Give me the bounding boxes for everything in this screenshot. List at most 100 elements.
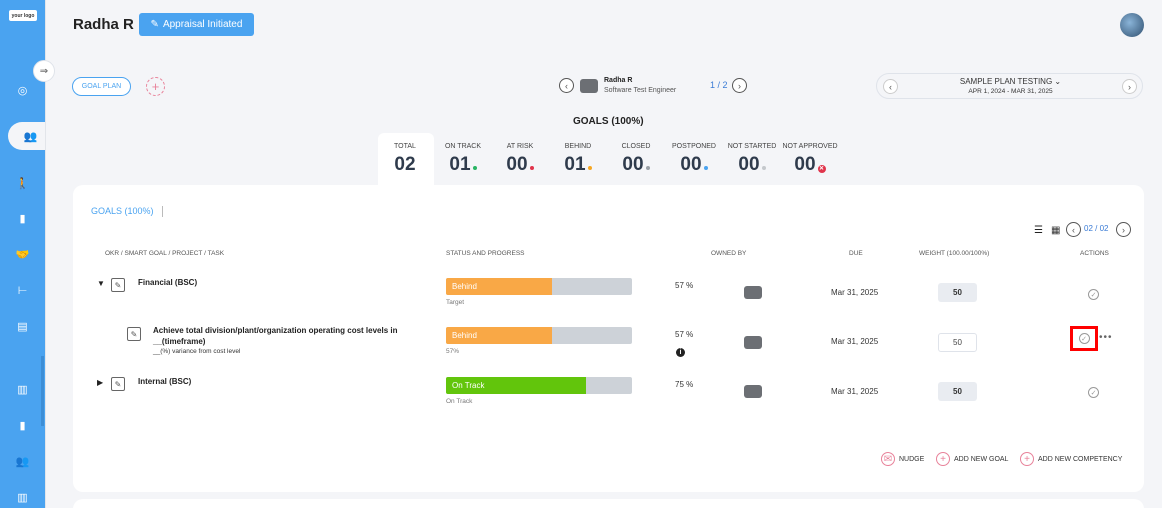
summary-not-approved[interactable]: NOT APPROVED 00 ✕ bbox=[780, 143, 840, 176]
person-walk-icon[interactable]: 🚶 bbox=[15, 177, 30, 190]
main-content: Radha R ✎ Appraisal Initiated GOAL PLAN … bbox=[45, 0, 1162, 508]
progress-percent: 57 % bbox=[675, 281, 694, 290]
summary-value: 00 bbox=[664, 154, 724, 176]
goal-title[interactable]: Internal (BSC) bbox=[138, 377, 192, 386]
due-date: Mar 31, 2025 bbox=[831, 387, 879, 396]
status-dot bbox=[645, 166, 650, 170]
progress-caption: 57% bbox=[446, 348, 460, 355]
sidebar: your logo ◎ 👥 🚶 ▮ 🤝 ⊢ ▤ ▥ ▮ 👥 ▥ bbox=[0, 0, 53, 508]
team-icon[interactable]: 👥 bbox=[15, 455, 30, 468]
summary-not-started[interactable]: NOT STARTED 00 bbox=[722, 143, 782, 176]
plan-selector[interactable]: ‹ SAMPLE PLAN TESTING ⌄ APR 1, 2024 - MA… bbox=[876, 73, 1143, 99]
summary-value: 01 bbox=[548, 154, 608, 176]
next-plan-button[interactable]: › bbox=[1122, 79, 1137, 94]
add-new-competency-button[interactable]: + ADD NEW COMPETENCY bbox=[1020, 451, 1122, 467]
status-dot bbox=[472, 166, 477, 170]
goal-icon: ✎ bbox=[111, 377, 125, 391]
add-plan-icon[interactable]: + bbox=[146, 77, 165, 96]
weight-value: 50 bbox=[938, 283, 977, 302]
prev-page-button[interactable]: ‹ bbox=[1066, 222, 1081, 237]
column-header-status: STATUS AND PROGRESS bbox=[446, 250, 525, 257]
status-dot bbox=[587, 166, 592, 170]
list-view-icon[interactable]: ☰ bbox=[1034, 225, 1043, 236]
progress-fill: On Track bbox=[446, 377, 586, 394]
column-header-owner: OWNED BY bbox=[711, 250, 747, 257]
column-header-weight: WEIGHT (100.00/100%) bbox=[919, 250, 990, 257]
column-header-due: DUE bbox=[849, 250, 863, 257]
book-icon[interactable]: ▮ bbox=[19, 419, 26, 432]
goals-heading: GOALS (100%) bbox=[573, 116, 644, 127]
summary-postponed[interactable]: POSTPONED 00 bbox=[664, 143, 724, 176]
due-date: Mar 31, 2025 bbox=[831, 288, 879, 297]
goal-title[interactable]: Financial (BSC) bbox=[138, 278, 198, 287]
prev-employee-button[interactable]: ‹ bbox=[559, 78, 574, 93]
tab-goals[interactable]: GOALS (100%) bbox=[91, 206, 154, 216]
goal-icon: ✎ bbox=[111, 278, 125, 292]
approve-action-button[interactable]: ✓ bbox=[1070, 326, 1098, 351]
summary-active-tab bbox=[378, 133, 434, 187]
pagination-indicator: 02 / 02 bbox=[1084, 224, 1109, 233]
check-icon[interactable]: ✓ bbox=[1088, 289, 1099, 300]
expand-toggle[interactable]: ▶ bbox=[97, 378, 104, 387]
plan-name[interactable]: SAMPLE PLAN TESTING ⌄ bbox=[959, 77, 1062, 86]
book-icon[interactable]: ▮ bbox=[19, 212, 26, 225]
summary-closed[interactable]: CLOSED 00 bbox=[606, 143, 666, 176]
summary-label: NOT APPROVED bbox=[782, 143, 838, 150]
collapse-sidebar-button[interactable]: ⇒ bbox=[33, 60, 55, 82]
summary-on-track[interactable]: ON TRACK 01 bbox=[433, 143, 493, 176]
add-goal-label: ADD NEW GOAL bbox=[954, 455, 1009, 463]
progress-caption: On Track bbox=[446, 398, 473, 405]
owner-avatar[interactable] bbox=[744, 286, 762, 299]
summary-label: BEHIND bbox=[564, 143, 592, 150]
report-icon[interactable]: ▥ bbox=[17, 491, 28, 504]
plus-icon: + bbox=[936, 452, 950, 466]
summary-label: CLOSED bbox=[621, 143, 651, 150]
status-badge[interactable]: ✎ Appraisal Initiated bbox=[139, 13, 254, 36]
summary-total[interactable]: TOTAL 02 bbox=[375, 143, 435, 176]
goal-plan-button[interactable]: GOAL PLAN bbox=[72, 77, 131, 96]
document-icon[interactable]: ▤ bbox=[17, 320, 28, 333]
goal-title[interactable]: Achieve total division/plant/organizatio… bbox=[153, 326, 398, 335]
info-icon[interactable]: i bbox=[676, 348, 685, 357]
summary-label: TOTAL bbox=[394, 143, 416, 150]
check-icon[interactable]: ✓ bbox=[1088, 387, 1099, 398]
page-title: Radha R bbox=[73, 16, 134, 33]
summary-at-risk[interactable]: AT RISK 00 bbox=[490, 143, 550, 176]
bar-chart-icon[interactable]: ▥ bbox=[17, 383, 28, 396]
check-icon: ✓ bbox=[1078, 333, 1090, 344]
hierarchy-icon[interactable]: ⊢ bbox=[17, 284, 28, 297]
progress-caption: Target bbox=[446, 299, 465, 306]
nudge-button[interactable]: ✉ NUDGE bbox=[881, 451, 924, 467]
prev-plan-button[interactable]: ‹ bbox=[883, 79, 898, 94]
owner-avatar[interactable] bbox=[744, 385, 762, 398]
secondary-card bbox=[73, 499, 1144, 508]
grid-view-icon[interactable]: ▦ bbox=[1051, 225, 1061, 236]
expand-toggle[interactable]: ▼ bbox=[97, 279, 105, 288]
progress-bar: Behind bbox=[446, 278, 632, 295]
summary-value: 01 bbox=[433, 154, 493, 176]
next-employee-button[interactable]: › bbox=[732, 78, 747, 93]
brand-logo[interactable]: your logo bbox=[9, 10, 37, 21]
target-icon[interactable]: ◎ bbox=[17, 84, 28, 97]
add-competency-label: ADD NEW COMPETENCY bbox=[1038, 455, 1123, 463]
avatar[interactable] bbox=[1120, 13, 1144, 37]
next-page-button[interactable]: › bbox=[1116, 222, 1131, 237]
sidebar-scrollbar[interactable] bbox=[41, 356, 44, 426]
status-dot bbox=[529, 166, 534, 170]
add-new-goal-button[interactable]: + ADD NEW GOAL bbox=[936, 451, 1008, 467]
employee-role: Software Test Engineer bbox=[604, 87, 677, 94]
weight-input[interactable]: 50 bbox=[938, 333, 977, 352]
summary-value: 00 bbox=[606, 154, 666, 176]
handshake-icon[interactable]: 🤝 bbox=[15, 248, 30, 261]
owner-avatar[interactable] bbox=[744, 336, 762, 349]
column-header-goal: OKR / SMART GOAL / PROJECT / TASK bbox=[105, 250, 225, 257]
goal-title-continued[interactable]: __(timeframe) bbox=[153, 337, 206, 346]
summary-behind[interactable]: BEHIND 01 bbox=[548, 143, 608, 176]
goals-card: GOALS (100%) ☰ ▦ ‹ 02 / 02 › OKR / SMART… bbox=[73, 185, 1144, 492]
progress-percent: 57 % bbox=[675, 330, 694, 339]
progress-bar: Behind bbox=[446, 327, 632, 344]
due-date: Mar 31, 2025 bbox=[831, 337, 879, 346]
more-options-icon[interactable]: ••• bbox=[1099, 332, 1113, 343]
status-dot bbox=[703, 166, 708, 170]
employee-name: Radha R bbox=[604, 77, 633, 84]
